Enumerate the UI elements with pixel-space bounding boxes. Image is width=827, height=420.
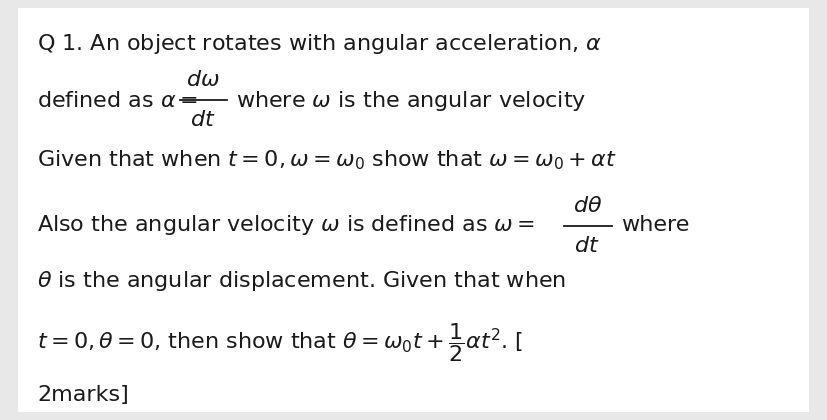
Text: $d\theta$: $d\theta$ [572,196,602,216]
Text: Also the angular velocity $\omega$ is defined as $\omega =$: Also the angular velocity $\omega$ is de… [37,213,535,237]
Text: 2marks]: 2marks] [37,385,129,405]
Text: $\theta$ is the angular displacement. Given that when: $\theta$ is the angular displacement. Gi… [37,269,566,294]
Text: $d\omega$: $d\omega$ [186,70,219,90]
Text: $dt$: $dt$ [575,236,600,256]
Text: $t = 0, \theta = 0$, then show that $\theta = \omega_0 t + \dfrac{1}{2}\alpha t^: $t = 0, \theta = 0$, then show that $\th… [37,321,523,364]
Text: Q 1. An object rotates with angular acceleration, $\alpha$: Q 1. An object rotates with angular acce… [37,32,602,55]
Text: defined as $\alpha =$: defined as $\alpha =$ [37,91,204,111]
Text: $dt$: $dt$ [190,110,215,130]
Text: Given that when $t = 0, \omega = \omega_0$ show that $\omega = \omega_0 + \alpha: Given that when $t = 0, \omega = \omega_… [37,149,617,172]
FancyBboxPatch shape [18,8,809,412]
Text: where: where [621,215,690,235]
Text: where $\omega$ is the angular velocity: where $\omega$ is the angular velocity [236,89,586,113]
